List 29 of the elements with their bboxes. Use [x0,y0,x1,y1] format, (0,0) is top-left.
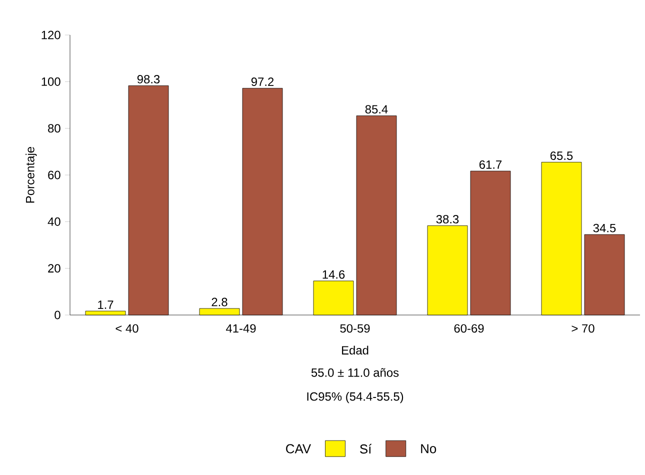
y-tick-label: 80 [48,124,60,133]
x-tick-label: < 40 [116,324,138,333]
data-label: 34.5 [593,224,616,232]
data-label: 38.3 [436,214,459,224]
x-axis-title: Edad [342,346,368,355]
legend-label: Sí [360,444,372,454]
data-label: 61.7 [479,160,502,169]
x-tick-label: 50-59 [340,324,370,333]
data-label: 85.4 [365,105,388,114]
data-label: 14.6 [322,270,345,279]
x-tick-label: 41-49 [226,324,256,333]
y-tick-label: 40 [48,217,60,226]
y-tick-label: 20 [48,264,60,273]
y-tick-label: 100 [42,77,60,86]
y-tick-label: 60 [48,170,60,180]
x-tick-label: > 70 [572,324,594,333]
text: IC95% (54.4-55.5) [307,392,404,404]
y-axis-title: Porcentaje [26,146,37,203]
legend-label: No [421,444,436,454]
y-tick-label: 120 [42,30,60,40]
text: 55.0 ± 11.0 años [311,368,399,377]
data-label: 2.8 [212,298,228,306]
data-label: 65.5 [550,152,573,160]
x-tick-label: 60-69 [454,324,484,333]
legend-title: CAV [286,444,311,454]
data-label: 97.2 [251,78,274,86]
y-tick-label: 0 [54,310,60,320]
data-label: 1.7 [98,300,114,309]
data-label: 98.3 [137,74,160,84]
